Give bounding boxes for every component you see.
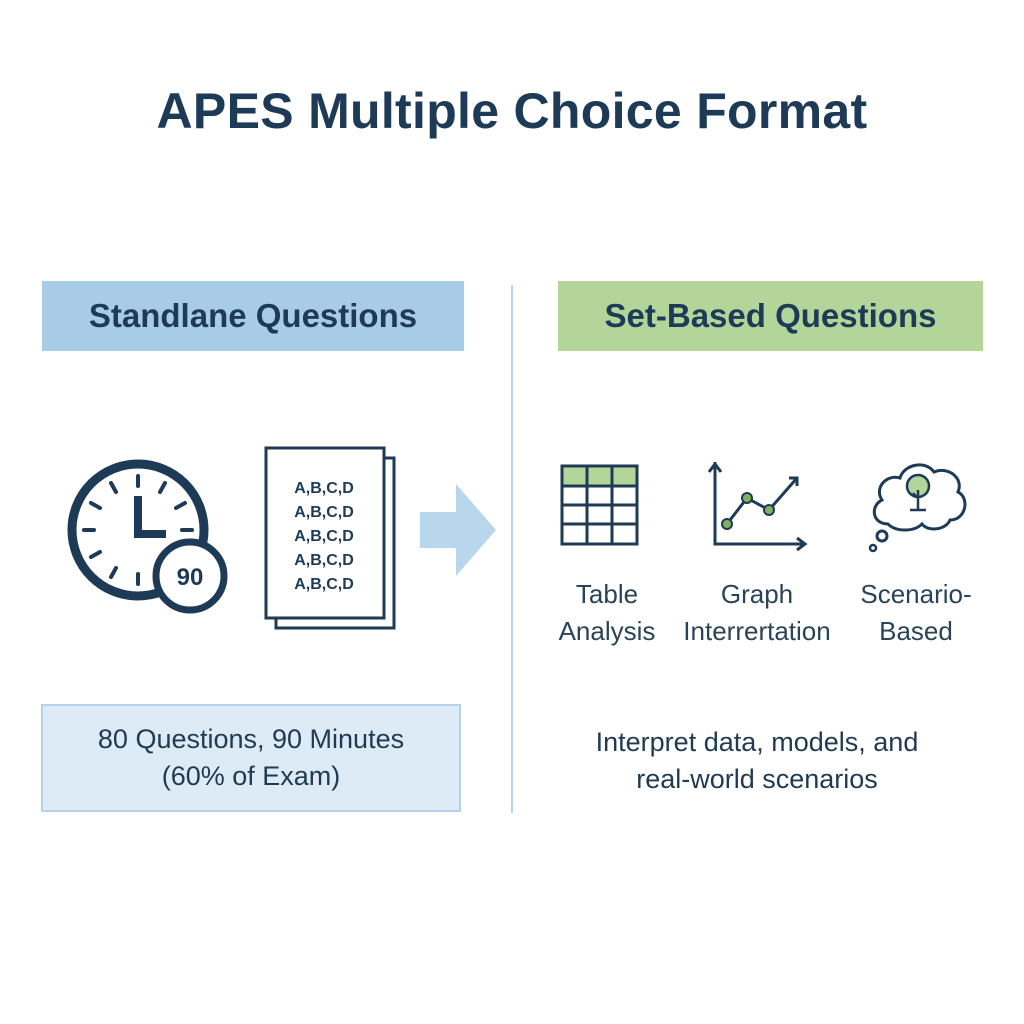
graph-interpretation-line1: Graph	[720, 579, 794, 609]
thought-bubble-tree-icon	[868, 463, 967, 553]
standalone-info-line1: 80 Questions, 90 Minutes	[97, 724, 405, 754]
set-based-description-line1: Interpret data, models, and	[595, 727, 919, 757]
line-graph-icon	[707, 462, 808, 552]
set-based-description-line2: real-world scenarios	[636, 764, 878, 794]
sheet-line: A,B,C,D	[294, 480, 354, 497]
sheet-line: A,B,C,D	[294, 504, 354, 521]
standalone-questions-header: Standlane Questions	[42, 281, 464, 351]
sheet-line: A,B,C,D	[294, 528, 354, 545]
right-arrow-icon	[420, 484, 496, 576]
scenario-based-label: Scenario- Based	[846, 576, 986, 650]
scenario-based-line1: Scenario-	[860, 579, 972, 609]
sheet-line: A,B,C,D	[294, 552, 354, 569]
scenario-based-line2: Based	[879, 616, 953, 646]
clock-icon: 90	[67, 459, 228, 614]
set-based-questions-header-label: Set-Based Questions	[604, 297, 937, 334]
standalone-info-line2: (60% of Exam)	[161, 761, 341, 791]
table-analysis-line2: Analysis	[558, 616, 656, 646]
table-analysis-line1: Table	[575, 579, 639, 609]
graph-interpretation-line2: Interrertation	[683, 616, 831, 646]
page-title: APES Multiple Choice Format	[156, 83, 868, 139]
sheet-line: A,B,C,D	[294, 576, 354, 593]
clock-badge-value: 90	[177, 564, 204, 591]
section-divider	[511, 285, 513, 813]
table-icon	[560, 464, 639, 546]
set-based-questions-header: Set-Based Questions	[558, 281, 983, 351]
standalone-questions-header-label: Standlane Questions	[88, 297, 418, 334]
set-based-description: Interpret data, models, and real-world s…	[520, 724, 994, 798]
table-analysis-label: Table Analysis	[540, 576, 674, 650]
answer-sheet-icon: A,B,C,D A,B,C,D A,B,C,D A,B,C,D A,B,C,D	[264, 446, 396, 630]
graph-interpretation-label: Graph Interrertation	[672, 576, 842, 650]
standalone-info-box: 80 Questions, 90 Minutes (60% of Exam)	[41, 704, 461, 812]
